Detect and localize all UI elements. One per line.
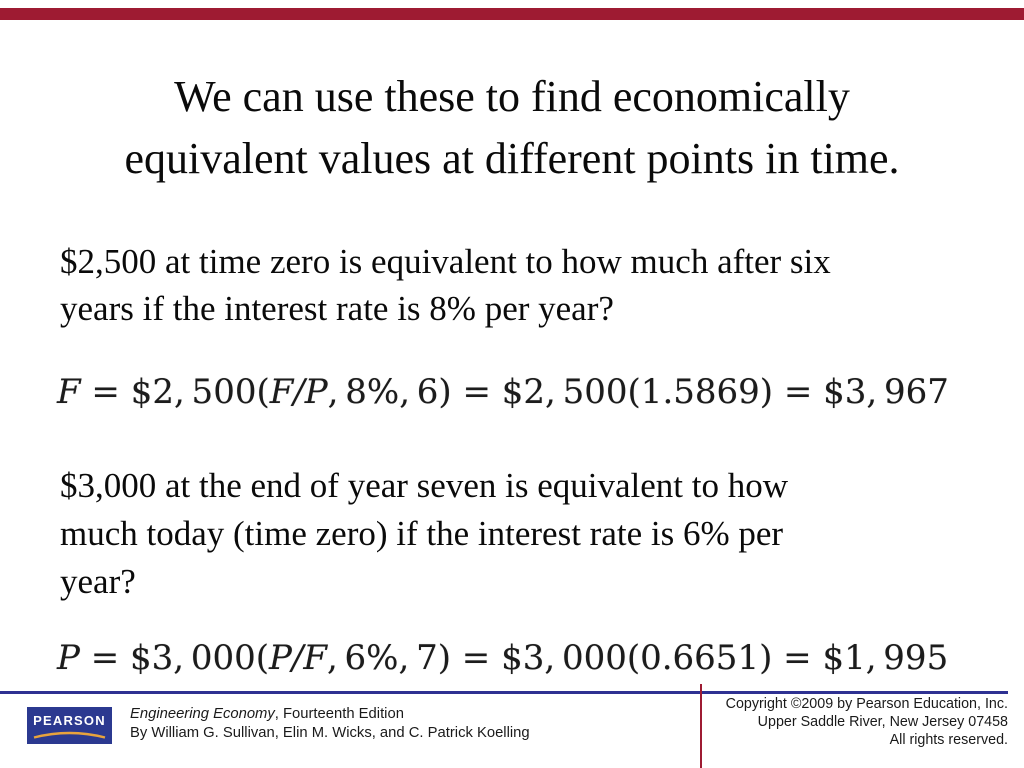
footer-accent-line [700,684,702,768]
pearson-swoosh-icon [33,731,106,739]
question-2-line-1: $3,000 at the end of year seven is equiv… [60,466,788,505]
copyright-line-1: Copyright ©2009 by Pearson Education, In… [725,696,1008,712]
copyright-line-2: Upper Saddle River, New Jersey 07458 [757,714,1008,730]
formula-2-equation: P = $3, 000(P/F, 6%, 7) = $3, 000(0.6651… [57,638,949,678]
footer-divider-line [0,691,1008,694]
question-2: $3,000 at the end of year seven is equiv… [60,462,994,606]
copyright-block: Copyright ©2009 by Pearson Education, In… [726,695,1008,749]
book-authors-line: By William G. Sullivan, Elin M. Wicks, a… [130,724,530,741]
copyright-line-3: All rights reserved. [889,732,1008,748]
question-2-line-3: year? [60,562,136,601]
book-credits: Engineering Economy, Fourteenth Edition … [130,705,530,742]
formula-1-equation: F = $2, 500(F/P, 8%, 6) = $2, 500(1.5869… [57,372,949,412]
question-2-line-2: much today (time zero) if the interest r… [60,514,784,553]
question-1: $2,500 at time zero is equivalent to how… [60,238,994,332]
book-title-line: Engineering Economy, Fourteenth Edition [130,706,404,722]
title-line-2: equivalent values at different points in… [124,134,900,183]
pearson-logo-text: PEARSON [33,713,106,728]
pearson-logo: PEARSON [27,707,112,744]
slide-title: We can use these to find economically eq… [0,66,1024,190]
question-1-line-1: $2,500 at time zero is equivalent to how… [60,242,831,281]
title-line-1: We can use these to find economically [174,72,850,121]
question-1-line-2: years if the interest rate is 8% per yea… [60,289,614,328]
top-accent-bar [0,8,1024,20]
